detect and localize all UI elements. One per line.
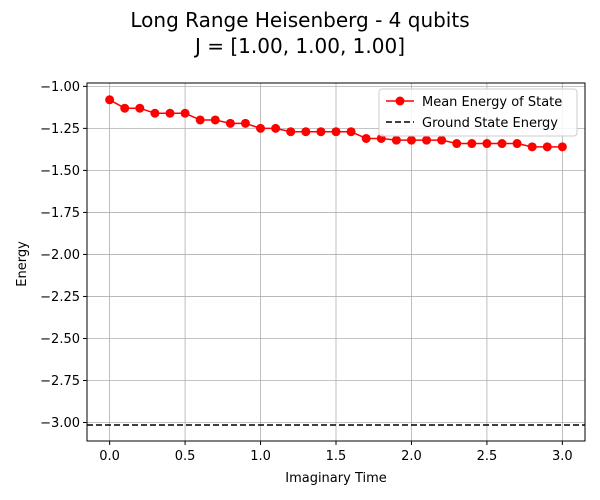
x-tick-label: 2.0 (401, 449, 422, 464)
y-tick-label: −2.25 (40, 290, 80, 305)
x-tick-label: 1.5 (326, 449, 347, 464)
mean-energy-point (165, 108, 175, 118)
x-axis-ticks: 0.0 0.5 1.0 1.5 2.0 2.5 3.0 (99, 441, 573, 464)
legend-label-ground-state: Ground State Energy (422, 116, 558, 131)
x-axis-label: Imaginary Time (285, 471, 387, 486)
x-tick-label: 0.0 (99, 449, 120, 464)
y-tick-label: −3.00 (40, 416, 80, 431)
mean-energy-point (527, 142, 537, 152)
mean-energy-point (452, 139, 462, 149)
x-tick-label: 1.0 (250, 449, 271, 464)
mean-energy-point (301, 127, 311, 137)
y-tick-label: −1.00 (40, 80, 80, 95)
mean-energy-point (271, 123, 281, 133)
y-tick-label: −2.00 (40, 248, 80, 263)
y-axis-ticks: −1.00 −1.25 −1.50 −1.75 −2.00 −2.25 −2.50 −2.75… (40, 80, 87, 431)
mean-energy-point (195, 115, 205, 125)
y-tick-label: −2.75 (40, 374, 80, 389)
mean-energy-point (406, 135, 416, 145)
mean-energy-point (557, 142, 567, 152)
y-axis-label: Energy (15, 241, 30, 287)
mean-energy-point (391, 135, 401, 145)
mean-energy-point (437, 135, 447, 145)
mean-energy-point (467, 139, 477, 149)
mean-energy-point (105, 95, 115, 105)
mean-energy-point (542, 142, 552, 152)
chart-subtitle: J = [1.00, 1.00, 1.00] (195, 34, 405, 58)
mean-energy-point (331, 127, 341, 137)
y-tick-label: −2.50 (40, 332, 80, 347)
y-tick-label: −1.50 (40, 164, 80, 179)
mean-energy-point (361, 133, 371, 143)
mean-energy-point (210, 115, 220, 125)
mean-energy-point (286, 127, 296, 137)
legend-label-mean-energy: Mean Energy of State (422, 95, 562, 110)
mean-energy-point (120, 103, 130, 113)
mean-energy-point (225, 118, 235, 128)
legend-marker-mean-energy (395, 96, 405, 106)
mean-energy-point (512, 139, 522, 149)
x-tick-label: 0.5 (175, 449, 196, 464)
mean-energy-point (482, 139, 492, 149)
chart-title: Long Range Heisenberg - 4 qubits (130, 8, 470, 32)
mean-energy-point (316, 127, 326, 137)
mean-energy-point (135, 103, 145, 113)
grid-lines (87, 83, 585, 441)
legend-box (378, 88, 578, 137)
x-tick-label: 2.5 (477, 449, 498, 464)
mean-energy-point (346, 127, 356, 137)
mean-energy-layer (105, 95, 567, 152)
mean-energy-point (497, 139, 507, 149)
mean-energy-point (150, 108, 160, 118)
mean-energy-point (240, 118, 250, 128)
y-tick-label: −1.75 (40, 206, 80, 221)
mean-energy-point (180, 108, 190, 118)
mean-energy-point (422, 135, 432, 145)
x-tick-label: 3.0 (552, 449, 573, 464)
mean-energy-point (256, 123, 266, 133)
y-tick-label: −1.25 (40, 122, 80, 137)
legend: Mean Energy of State Ground State Energy (378, 88, 578, 137)
